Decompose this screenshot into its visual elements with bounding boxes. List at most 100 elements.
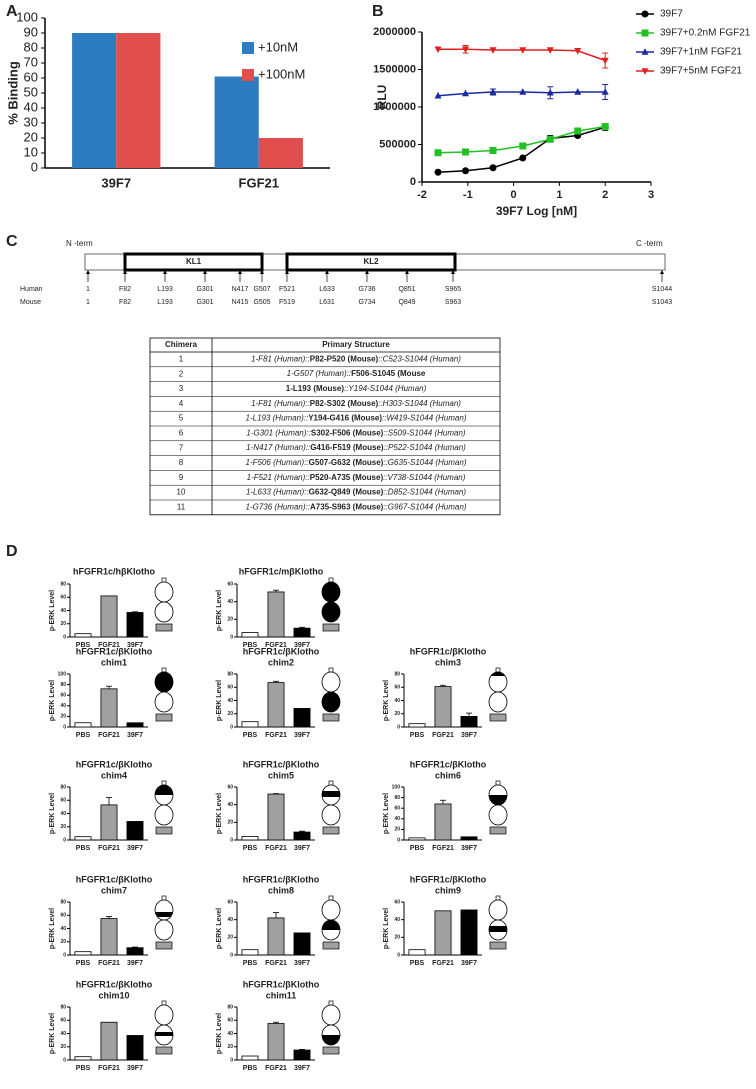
primary-structure: 1-L193 (Human)::Y194-G416 (Mouse)::W419-…	[246, 414, 467, 423]
y-axis-label: p-ERK Level	[383, 908, 390, 949]
structure-segment: 1-F81 (Human)::	[251, 355, 310, 364]
icon-cap	[161, 895, 167, 901]
y-tick-label: 20	[394, 935, 400, 941]
icon-fill	[322, 1035, 340, 1045]
y-tick-label: 40	[60, 1031, 66, 1037]
icon-cap	[161, 667, 167, 673]
y-tick-label: 20	[227, 1044, 233, 1050]
icon-domain	[489, 805, 507, 825]
bar	[434, 686, 452, 728]
y-tick-label: 100	[392, 784, 401, 790]
bar	[241, 949, 259, 956]
marker	[462, 89, 470, 97]
primary-structure: 1-G301 (Human)::S302-F506 (Mouse)::S509-…	[246, 429, 466, 438]
icon-cap	[328, 577, 334, 583]
structure-segment: ::H303-S1044 (Human)	[378, 399, 461, 408]
bar	[408, 723, 426, 728]
icon-cap	[328, 895, 334, 901]
structure-segment: F506-S1045 (Mouse	[351, 369, 426, 378]
icon-cap	[161, 780, 167, 786]
residue-label: G301	[196, 286, 213, 293]
primary-structure: 1-L193 (Mouse)::Y194-S1044 (Human)	[286, 384, 427, 393]
structure-segment: G416-F519 (Mouse)	[310, 443, 384, 452]
y-tick-label: 0	[63, 634, 66, 640]
chimera-number: 9	[179, 473, 184, 482]
chart-subtitle: chim1	[101, 657, 127, 667]
marker	[489, 88, 497, 95]
y-tick-label: 0	[230, 634, 233, 640]
residue-label: 1	[86, 299, 90, 306]
residue-label: S1043	[652, 299, 672, 306]
structure-segment: ::G635-S1044 (Human)	[383, 458, 466, 467]
chimera-number: 5	[179, 414, 184, 423]
y-tick-label: 60	[227, 1018, 233, 1024]
y-tick-label: 80	[394, 671, 400, 677]
icon-domain	[322, 672, 340, 692]
icon-outline	[154, 1024, 174, 1046]
legend-label: 39F7+5nM FGF21	[660, 66, 742, 77]
icon-fill	[322, 602, 340, 622]
arrow-head	[451, 270, 455, 274]
primary-structure: 1-G507 (Human)::F506-S1045 (Mouse	[287, 369, 426, 378]
y-tick-label: 60	[60, 693, 66, 699]
y-tick-label: 60	[394, 806, 400, 812]
y-tick-label: 40	[60, 703, 66, 709]
bar	[460, 909, 478, 956]
marker	[462, 148, 470, 156]
klotho-icon	[321, 1000, 341, 1055]
chart-subtitle: chim9	[435, 885, 461, 895]
structure-segment: 1-F521 (Human)::	[247, 473, 310, 482]
chart-title: hFGFR1c/hβKlotho	[73, 566, 155, 576]
panel-label: D	[6, 543, 18, 560]
arrow-head	[203, 270, 207, 274]
x-tick-label: 39F7	[294, 642, 310, 649]
bar	[408, 949, 426, 956]
y-tick-label: 100	[58, 671, 67, 677]
y-tick-label: 20	[227, 711, 233, 717]
icon-domain	[155, 805, 173, 825]
y-tick-label: 0	[230, 837, 233, 843]
primary-structure: 1-N417 (Human)::G416-F519 (Mouse)::P522-…	[246, 443, 466, 452]
icon-domain	[322, 805, 340, 825]
chimera-number: 6	[179, 429, 184, 438]
klotho-icon	[321, 780, 341, 835]
arrow-head	[365, 270, 369, 274]
y-tick-label: 500000	[379, 138, 416, 150]
y-axis-label: p-ERK Level	[49, 680, 56, 721]
y-tick-label: 40	[394, 698, 400, 704]
bar	[293, 627, 311, 638]
x-tick-label: PBS	[410, 732, 425, 739]
icon-tm	[155, 941, 173, 950]
bar	[293, 708, 311, 728]
bar	[100, 688, 118, 728]
residue-label: G507	[253, 286, 270, 293]
icon-tm	[155, 623, 173, 632]
residue-label: L193	[157, 299, 173, 306]
bar	[293, 1049, 311, 1061]
bar	[126, 947, 144, 956]
klotho-icon	[154, 1000, 174, 1055]
chart-title: hFGFR1c/βKlotho	[76, 979, 153, 989]
arrow-head	[238, 270, 242, 274]
marker	[641, 29, 649, 37]
icon-cap	[328, 1000, 334, 1006]
marker	[489, 47, 497, 54]
klotho-icon	[488, 780, 508, 835]
bar	[293, 831, 311, 841]
y-tick-label: 40	[227, 917, 233, 923]
x-tick-label: PBS	[76, 960, 91, 967]
bar	[100, 595, 118, 638]
bar	[267, 793, 285, 841]
bar	[126, 1035, 144, 1061]
y-tick-label: 2000000	[373, 26, 416, 38]
bar	[241, 721, 259, 728]
structure-segment: 1-L633 (Human)::	[246, 488, 309, 497]
x-tick-label: 39F7	[461, 732, 477, 739]
marker	[601, 123, 609, 130]
residue-label: F519	[279, 299, 295, 306]
chimera-number: 11	[177, 503, 186, 512]
icon-tm	[155, 1046, 173, 1055]
structure-segment: ::G967-S1044 (Human)	[383, 503, 466, 512]
icon-tm	[489, 826, 507, 835]
y-tick-label: 60	[60, 913, 66, 919]
